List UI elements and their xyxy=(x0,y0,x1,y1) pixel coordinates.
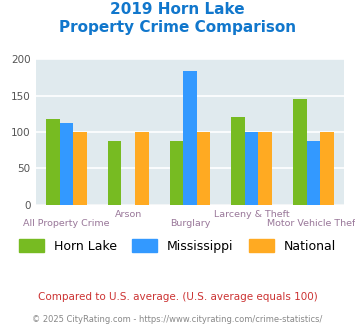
Bar xyxy=(231,117,245,205)
Bar xyxy=(197,132,210,205)
Text: All Property Crime: All Property Crime xyxy=(23,219,110,228)
Text: 2019 Horn Lake: 2019 Horn Lake xyxy=(110,2,245,16)
Text: Burglary: Burglary xyxy=(170,219,210,228)
Bar xyxy=(320,132,334,205)
Bar xyxy=(60,122,73,205)
Bar xyxy=(245,132,258,205)
Text: Compared to U.S. average. (U.S. average equals 100): Compared to U.S. average. (U.S. average … xyxy=(38,292,317,302)
Bar xyxy=(73,132,87,205)
Bar xyxy=(183,71,197,205)
Bar xyxy=(307,142,320,205)
Text: © 2025 CityRating.com - https://www.cityrating.com/crime-statistics/: © 2025 CityRating.com - https://www.city… xyxy=(32,315,323,324)
Bar xyxy=(258,132,272,205)
Legend: Horn Lake, Mississippi, National: Horn Lake, Mississippi, National xyxy=(14,234,341,258)
Bar xyxy=(170,142,183,205)
Text: Larceny & Theft: Larceny & Theft xyxy=(214,210,290,218)
Text: Property Crime Comparison: Property Crime Comparison xyxy=(59,20,296,35)
Bar xyxy=(46,119,60,205)
Text: Arson: Arson xyxy=(115,210,142,218)
Text: Motor Vehicle Theft: Motor Vehicle Theft xyxy=(267,219,355,228)
Bar xyxy=(293,99,307,205)
Bar xyxy=(135,132,148,205)
Bar xyxy=(108,142,121,205)
